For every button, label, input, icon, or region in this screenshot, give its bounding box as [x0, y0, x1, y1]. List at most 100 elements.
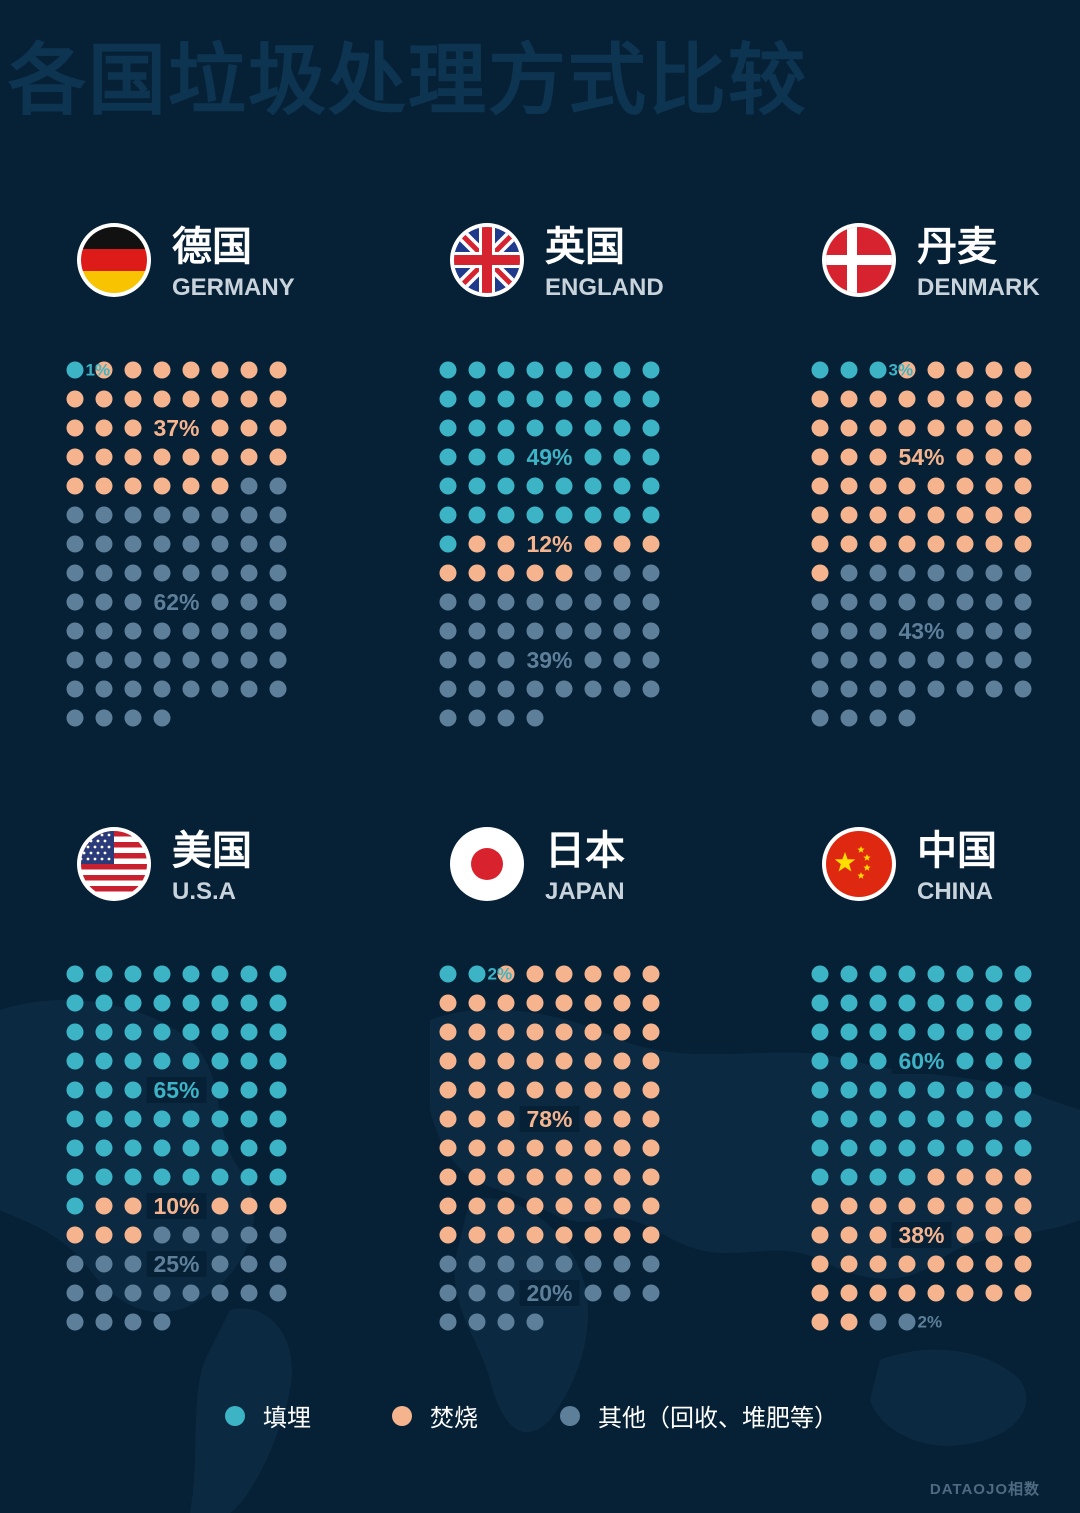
waffle-dot-other	[642, 564, 660, 582]
waffle-dot-other	[642, 593, 660, 611]
waffle-dot-incineration	[497, 1081, 515, 1099]
waffle-dot-incineration	[439, 564, 457, 582]
waffle-dot-landfill	[66, 1168, 84, 1186]
waffle-dot-incineration	[468, 1197, 486, 1215]
waffle-dot-landfill	[869, 361, 887, 379]
waffle-dot-landfill	[840, 1023, 858, 1041]
waffle-dot-landfill	[956, 1081, 974, 1099]
waffle-dot-incineration	[985, 390, 1003, 408]
waffle-dot-landfill	[439, 477, 457, 495]
legend-dot-landfill	[225, 1406, 245, 1426]
waffle-dot-other	[898, 680, 916, 698]
waffle-dot-incineration	[153, 448, 171, 466]
waffle-dot-incineration	[840, 1284, 858, 1302]
waffle-dot-landfill	[468, 965, 486, 983]
country-name-en: GERMANY	[172, 274, 295, 301]
waffle-dot-landfill	[153, 1110, 171, 1128]
waffle-dot-other	[124, 651, 142, 669]
waffle-dot-incineration	[869, 506, 887, 524]
waffle-dot-other	[811, 593, 829, 611]
waffle-dot-incineration	[840, 419, 858, 437]
waffle-dot-incineration	[182, 390, 200, 408]
waffle-dot-landfill	[840, 1168, 858, 1186]
label-backdrop	[519, 531, 580, 557]
waffle-dot-landfill	[555, 477, 573, 495]
waffle-dot-incineration	[497, 1023, 515, 1041]
waffle-dot-incineration	[1014, 535, 1032, 553]
waffle-dot-landfill	[898, 1139, 916, 1157]
waffle-dot-landfill	[811, 994, 829, 1012]
waffle-dot-incineration	[468, 1168, 486, 1186]
waffle-dot-landfill	[985, 1110, 1003, 1128]
waffle-dot-other	[642, 1255, 660, 1273]
waffle-dot-incineration	[240, 448, 258, 466]
waffle-dot-landfill	[811, 1023, 829, 1041]
waffle-dot-other	[153, 651, 171, 669]
waffle-dot-other	[240, 1226, 258, 1244]
waffle-dot-incineration	[927, 419, 945, 437]
waffle-dot-landfill	[898, 1023, 916, 1041]
waffle-dot-landfill	[584, 419, 602, 437]
denmark-flag-icon	[822, 223, 896, 297]
waffle-dot-incineration	[898, 1284, 916, 1302]
waffle-dot-landfill	[211, 1110, 229, 1128]
waffle-dot-landfill	[840, 1052, 858, 1070]
waffle-dot-incineration	[555, 1052, 573, 1070]
waffle-dot-other	[211, 564, 229, 582]
country-panel-usa: 美国 U.S.A 65% 10% 25%	[66, 804, 370, 1364]
waffle-dot-other	[468, 1255, 486, 1273]
waffle-dot-other	[269, 535, 287, 553]
waffle-dot-incineration	[468, 1110, 486, 1128]
waffle-dot-incineration	[468, 994, 486, 1012]
waffle-dot-incineration	[526, 1052, 544, 1070]
waffle-dot-other	[124, 506, 142, 524]
waffle-dot-landfill	[211, 1081, 229, 1099]
country-name-cn: 日本	[545, 828, 625, 874]
waffle-dot-incineration	[497, 1139, 515, 1157]
waffle-dot-other	[240, 535, 258, 553]
waffle-dot-landfill	[439, 419, 457, 437]
waffle-dot-incineration	[642, 1139, 660, 1157]
waffle-dot-incineration	[497, 994, 515, 1012]
waffle-dot-landfill	[869, 1168, 887, 1186]
waffle-dot-incineration	[526, 1168, 544, 1186]
waffle-dot-other	[240, 1255, 258, 1273]
waffle-dot-other	[95, 1255, 113, 1273]
waffle-dot-landfill	[182, 1110, 200, 1128]
waffle-dot-landfill	[985, 1139, 1003, 1157]
waffle-dot-incineration	[898, 477, 916, 495]
germany-flag-icon	[77, 223, 151, 297]
waffle-dot-landfill	[898, 1081, 916, 1099]
waffle-dot-incineration	[613, 1168, 631, 1186]
waffle-dot-other	[811, 680, 829, 698]
waffle-dot-landfill	[269, 1081, 287, 1099]
waffle-dot-incineration	[613, 1197, 631, 1215]
waffle-dot-landfill	[497, 477, 515, 495]
waffle-dot-incineration	[211, 1197, 229, 1215]
waffle-dot-landfill	[869, 1110, 887, 1128]
waffle-dot-incineration	[526, 965, 544, 983]
waffle-dot-other	[153, 564, 171, 582]
waffle-dot-other	[613, 564, 631, 582]
waffle-dot-landfill	[840, 1081, 858, 1099]
waffle-dot-landfill	[1014, 1139, 1032, 1157]
waffle-dot-landfill	[555, 390, 573, 408]
waffle-dot-incineration	[613, 1139, 631, 1157]
waffle-dot-landfill	[240, 965, 258, 983]
waffle-dot-landfill	[468, 448, 486, 466]
japan-flag-icon	[450, 827, 524, 901]
percent-label-other: 43%	[898, 618, 944, 644]
percent-label-incineration: 78%	[526, 1106, 572, 1132]
waffle-dot-incineration	[124, 1226, 142, 1244]
waffle-chart-usa: 65% 10% 25%	[66, 965, 287, 1331]
waffle-dot-incineration	[584, 965, 602, 983]
waffle-dot-landfill	[182, 1052, 200, 1070]
waffle-dot-landfill	[927, 1023, 945, 1041]
waffle-dot-landfill	[153, 1052, 171, 1070]
waffle-dot-incineration	[898, 361, 916, 379]
waffle-dot-other	[439, 680, 457, 698]
waffle-dot-incineration	[642, 1052, 660, 1070]
waffle-dot-other	[182, 651, 200, 669]
waffle-dot-incineration	[811, 477, 829, 495]
waffle-dot-landfill	[153, 965, 171, 983]
